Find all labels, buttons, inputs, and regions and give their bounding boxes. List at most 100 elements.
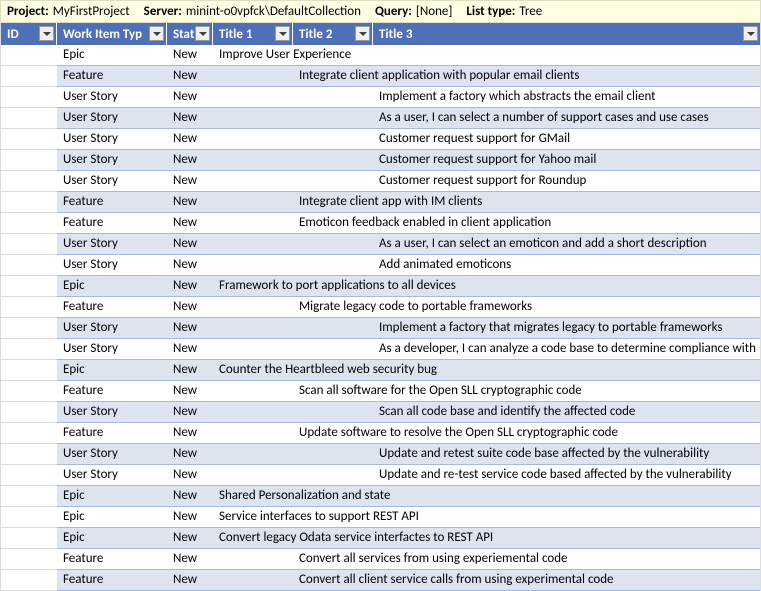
table-row[interactable]: User StoryNewAdd animated emoticons [0,255,761,276]
cell-id[interactable] [1,129,57,150]
cell-state[interactable]: New [167,108,213,129]
cell-id[interactable] [1,507,57,528]
cell-id[interactable] [1,255,57,276]
cell-title[interactable]: Improve User Experience [213,45,760,66]
cell-state[interactable]: New [167,276,213,297]
cell-state[interactable]: New [167,297,213,318]
cell-title[interactable]: Integrate client application with popula… [213,66,760,87]
cell-id[interactable] [1,213,57,234]
cell-state[interactable]: New [167,486,213,507]
filter-dropdown-icon[interactable] [149,26,164,41]
cell-title[interactable]: As a developer, I can analyze a code bas… [213,339,760,360]
table-row[interactable]: User StoryNewImplement a factory which a… [0,87,761,108]
table-row[interactable]: FeatureNewScan all software for the Open… [0,381,761,402]
table-row[interactable]: User StoryNewAs a developer, I can analy… [0,339,761,360]
cell-id[interactable] [1,297,57,318]
cell-title[interactable]: Implement a factory which abstracts the … [213,87,760,108]
filter-dropdown-icon[interactable] [743,26,758,41]
table-row[interactable]: FeatureNewUpdate software to resolve the… [0,423,761,444]
cell-id[interactable] [1,402,57,423]
cell-id[interactable] [1,549,57,570]
cell-id[interactable] [1,570,57,591]
cell-state[interactable]: New [167,234,213,255]
cell-work-item-type[interactable]: User Story [57,129,167,150]
cell-title[interactable]: Update software to resolve the Open SLL … [213,423,760,444]
cell-work-item-type[interactable]: User Story [57,465,167,486]
cell-work-item-type[interactable]: User Story [57,150,167,171]
cell-work-item-type[interactable]: User Story [57,87,167,108]
column-header-title2[interactable]: Title 2 [293,23,373,45]
cell-id[interactable] [1,444,57,465]
cell-work-item-type[interactable]: Epic [57,486,167,507]
cell-id[interactable] [1,423,57,444]
cell-state[interactable]: New [167,570,213,591]
column-header-title3[interactable]: Title 3 [373,23,760,45]
cell-work-item-type[interactable]: User Story [57,171,167,192]
cell-title[interactable]: Migrate legacy code to portable framewor… [213,297,760,318]
cell-title[interactable]: Emoticon feedback enabled in client appl… [213,213,760,234]
cell-work-item-type[interactable]: Feature [57,192,167,213]
table-row[interactable]: FeatureNewConvert all client service cal… [0,570,761,591]
table-row[interactable]: User StoryNewCustomer request support fo… [0,129,761,150]
cell-title[interactable]: Convert all client service calls from us… [213,570,760,591]
cell-title[interactable]: As a user, I can select an emoticon and … [213,234,760,255]
cell-work-item-type[interactable]: Epic [57,45,167,66]
cell-id[interactable] [1,360,57,381]
column-header-type[interactable]: Work Item Typ [57,23,167,45]
cell-work-item-type[interactable]: Feature [57,213,167,234]
cell-id[interactable] [1,318,57,339]
cell-title[interactable]: Customer request support for Yahoo mail [213,150,760,171]
cell-title[interactable]: Service interfaces to support REST API [213,507,760,528]
cell-work-item-type[interactable]: Epic [57,360,167,381]
cell-state[interactable]: New [167,171,213,192]
cell-title[interactable]: Integrate client app with IM clients [213,192,760,213]
table-row[interactable]: User StoryNewUpdate and retest suite cod… [0,444,761,465]
cell-title[interactable]: Scan all code base and identify the affe… [213,402,760,423]
cell-id[interactable] [1,45,57,66]
cell-work-item-type[interactable]: User Story [57,255,167,276]
cell-state[interactable]: New [167,444,213,465]
table-row[interactable]: EpicNewService interfaces to support RES… [0,507,761,528]
cell-state[interactable]: New [167,192,213,213]
cell-title[interactable]: Framework to port applications to all de… [213,276,760,297]
table-row[interactable]: EpicNewImprove User Experience [0,45,761,66]
cell-work-item-type[interactable]: User Story [57,402,167,423]
cell-work-item-type[interactable]: Feature [57,381,167,402]
column-header-title1[interactable]: Title 1 [213,23,293,45]
table-row[interactable]: EpicNewFramework to port applications to… [0,276,761,297]
cell-work-item-type[interactable]: Epic [57,507,167,528]
table-row[interactable]: FeatureNewEmoticon feedback enabled in c… [0,213,761,234]
cell-state[interactable]: New [167,465,213,486]
table-row[interactable]: FeatureNewMigrate legacy code to portabl… [0,297,761,318]
cell-state[interactable]: New [167,45,213,66]
cell-state[interactable]: New [167,507,213,528]
table-row[interactable]: FeatureNewIntegrate client application w… [0,66,761,87]
cell-id[interactable] [1,171,57,192]
cell-state[interactable]: New [167,549,213,570]
table-row[interactable]: User StoryNewCustomer request support fo… [0,171,761,192]
cell-state[interactable]: New [167,381,213,402]
cell-id[interactable] [1,465,57,486]
cell-title[interactable]: Counter the Heartbleed web security bug [213,360,760,381]
cell-title[interactable]: Convert legacy Odata service interfactes… [213,528,760,549]
cell-id[interactable] [1,276,57,297]
cell-work-item-type[interactable]: Feature [57,423,167,444]
cell-work-item-type[interactable]: User Story [57,108,167,129]
filter-dropdown-icon[interactable] [39,26,54,41]
cell-state[interactable]: New [167,339,213,360]
cell-state[interactable]: New [167,360,213,381]
cell-id[interactable] [1,381,57,402]
cell-id[interactable] [1,339,57,360]
table-row[interactable]: User StoryNewCustomer request support fo… [0,150,761,171]
cell-title[interactable]: As a user, I can select a number of supp… [213,108,760,129]
cell-state[interactable]: New [167,255,213,276]
cell-state[interactable]: New [167,528,213,549]
cell-title[interactable]: Convert all services from using experiem… [213,549,760,570]
filter-dropdown-icon[interactable] [195,26,210,41]
table-row[interactable]: EpicNewShared Personalization and state [0,486,761,507]
cell-title[interactable]: Shared Personalization and state [213,486,760,507]
table-row[interactable]: FeatureNewConvert all services from usin… [0,549,761,570]
cell-state[interactable]: New [167,402,213,423]
table-row[interactable]: User StoryNewImplement a factory that mi… [0,318,761,339]
column-header-id[interactable]: ID [1,23,57,45]
